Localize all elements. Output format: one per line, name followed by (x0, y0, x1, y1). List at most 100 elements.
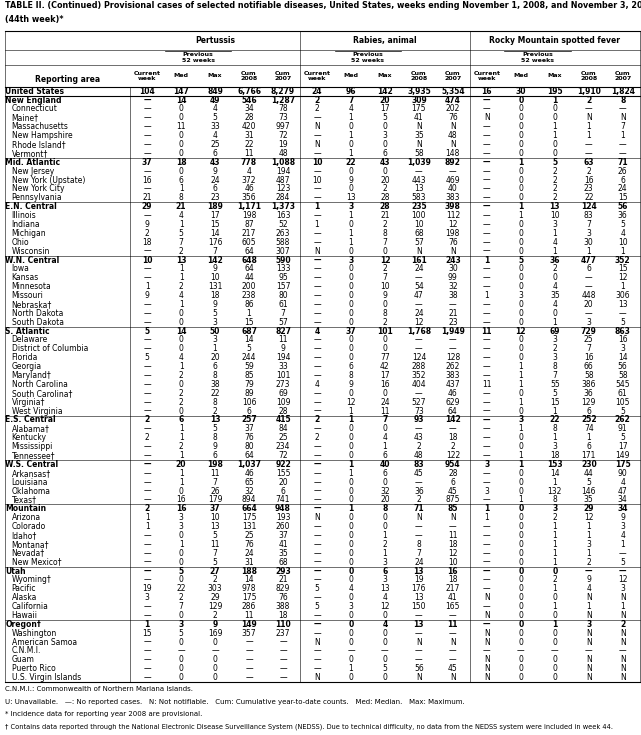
Text: 22: 22 (176, 584, 186, 593)
Text: 3: 3 (179, 513, 183, 522)
Text: Cum
2008: Cum 2008 (240, 71, 258, 81)
Text: —: — (483, 647, 490, 656)
Text: N: N (416, 513, 422, 522)
Text: 7: 7 (281, 309, 285, 318)
Text: 61: 61 (278, 300, 288, 309)
Text: 72: 72 (278, 131, 288, 140)
Text: 0: 0 (349, 637, 353, 647)
Text: —: — (619, 104, 626, 113)
Text: 193: 193 (276, 513, 290, 522)
Text: 85: 85 (244, 371, 254, 380)
Text: —: — (144, 442, 151, 451)
Text: 3: 3 (383, 558, 387, 567)
Text: —: — (313, 656, 320, 664)
Text: —: — (144, 167, 151, 176)
Text: 31: 31 (244, 131, 254, 140)
Text: 16: 16 (176, 504, 187, 513)
Text: 12: 12 (380, 602, 390, 611)
Text: 0: 0 (519, 247, 523, 256)
Text: —: — (144, 362, 151, 371)
Text: 4: 4 (179, 211, 183, 220)
Text: 3: 3 (587, 229, 591, 238)
Text: Max: Max (547, 74, 562, 78)
Text: 1: 1 (348, 504, 354, 513)
Text: Washington: Washington (12, 628, 57, 638)
Text: 18: 18 (448, 539, 458, 549)
Text: 25: 25 (584, 335, 594, 345)
Text: —: — (313, 131, 320, 140)
Text: 306: 306 (615, 291, 630, 300)
Text: —: — (483, 104, 490, 113)
Text: 68: 68 (278, 558, 288, 567)
Text: 0: 0 (179, 576, 183, 584)
Text: 6: 6 (213, 149, 217, 158)
Text: 0: 0 (519, 229, 523, 238)
Text: 147: 147 (173, 87, 189, 96)
Text: 194: 194 (276, 167, 290, 176)
Text: —: — (144, 406, 151, 415)
Text: 3: 3 (620, 345, 625, 354)
Text: 0: 0 (553, 113, 557, 122)
Text: 35: 35 (414, 131, 424, 140)
Text: 175: 175 (615, 460, 631, 469)
Text: Iowa: Iowa (12, 265, 29, 273)
Text: 448: 448 (581, 291, 596, 300)
Text: 8: 8 (179, 193, 183, 202)
Text: —: — (144, 531, 151, 540)
Text: 76: 76 (448, 237, 458, 247)
Text: 0: 0 (519, 140, 523, 149)
Text: 14: 14 (210, 229, 220, 238)
Text: —: — (449, 628, 456, 638)
Text: 112: 112 (445, 211, 460, 220)
Text: Tennessee†: Tennessee† (12, 451, 55, 460)
Text: 0: 0 (213, 664, 217, 673)
Text: —: — (483, 131, 490, 140)
Text: —: — (483, 389, 490, 398)
Text: 165: 165 (445, 602, 460, 611)
Text: N: N (450, 637, 456, 647)
Text: 0: 0 (349, 345, 353, 354)
Text: N: N (484, 113, 490, 122)
Text: Connecticut: Connecticut (12, 104, 58, 113)
Text: N: N (586, 673, 592, 682)
Text: Rocky Mountain spotted fever: Rocky Mountain spotted fever (489, 36, 620, 45)
Text: 16: 16 (618, 335, 628, 345)
Text: 388: 388 (276, 602, 290, 611)
Text: 42: 42 (380, 362, 390, 371)
Text: 0: 0 (383, 628, 387, 638)
Text: 6: 6 (451, 478, 455, 487)
Text: 4: 4 (349, 584, 353, 593)
Text: 110: 110 (275, 620, 291, 629)
Text: 1: 1 (349, 664, 353, 673)
Text: 79: 79 (244, 380, 254, 389)
Text: 0: 0 (518, 504, 524, 513)
Text: 0: 0 (179, 558, 183, 567)
Text: —: — (483, 576, 490, 584)
Text: 14: 14 (176, 96, 187, 104)
Text: 1: 1 (553, 247, 557, 256)
Text: 32: 32 (380, 487, 390, 495)
Text: —: — (619, 567, 626, 576)
Text: 0: 0 (349, 673, 353, 682)
Text: Maryland†: Maryland† (12, 371, 51, 380)
Text: N: N (620, 611, 626, 620)
Text: 148: 148 (445, 149, 460, 158)
Text: 1: 1 (349, 211, 353, 220)
Text: 13: 13 (413, 620, 424, 629)
Text: 948: 948 (275, 504, 291, 513)
Text: 0: 0 (519, 628, 523, 638)
Text: 122: 122 (445, 451, 460, 460)
Text: 142: 142 (377, 87, 393, 96)
Text: 1: 1 (519, 424, 523, 434)
Text: 5: 5 (620, 433, 625, 442)
Text: 7: 7 (417, 549, 421, 558)
Text: —: — (144, 611, 151, 620)
Text: 2: 2 (179, 442, 183, 451)
Text: 875: 875 (445, 495, 460, 504)
Text: * Incidence data for reporting year 2008 are provisional.: * Incidence data for reporting year 2008… (5, 711, 203, 717)
Text: Puerto Rico: Puerto Rico (12, 664, 55, 673)
Text: 7: 7 (213, 549, 217, 558)
Text: 849: 849 (207, 87, 223, 96)
Text: 10: 10 (142, 256, 153, 265)
Text: 5: 5 (620, 318, 625, 326)
